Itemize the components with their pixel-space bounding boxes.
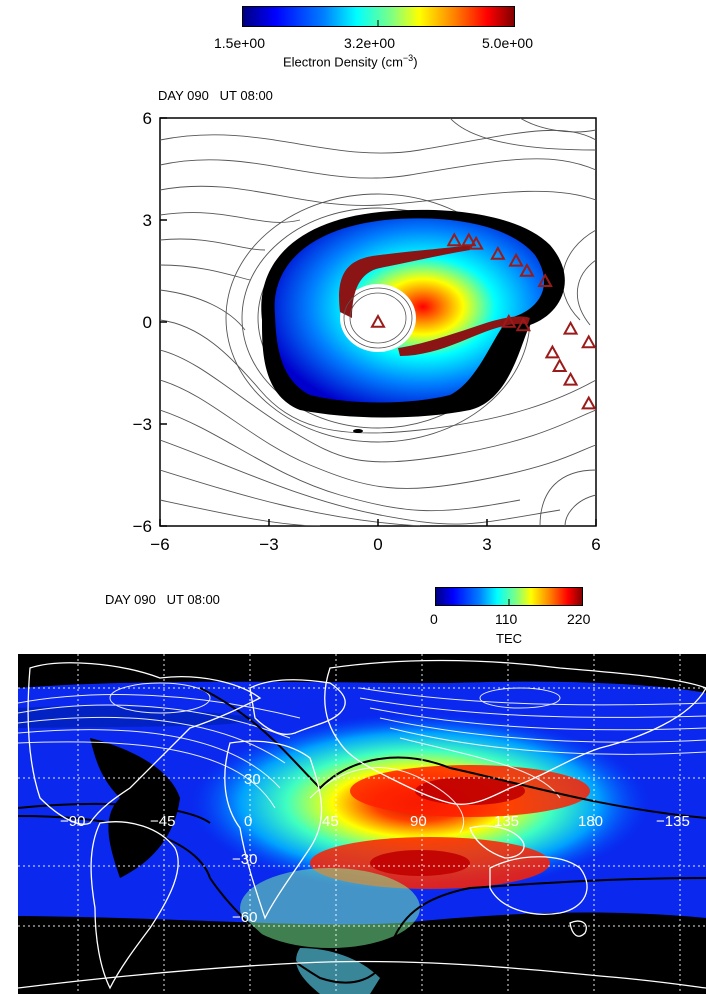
bottom-panel-header: DAY 090 UT 08:00 [105, 592, 220, 607]
lat-label: 30 [244, 771, 261, 788]
bottom-colorbar [435, 587, 583, 607]
lon-label: −135 [656, 813, 690, 830]
lat-label: −60 [232, 909, 257, 926]
y-tick-label: −6 [133, 517, 152, 536]
y-tick-label: −3 [133, 415, 152, 434]
top-colorbar [242, 6, 515, 28]
x-tick-label: 3 [482, 535, 491, 554]
triangle-marker [508, 252, 524, 267]
triangle-marker [490, 245, 506, 260]
top-panel-header: DAY 090 UT 08:00 [158, 88, 273, 103]
top-colorbar-title-exponent: −3 [402, 53, 414, 63]
x-tick-label: −3 [259, 535, 278, 554]
lon-label: 90 [410, 813, 427, 830]
lon-label: 0 [244, 813, 252, 830]
x-tick-label: 6 [591, 535, 600, 554]
top-axes: −6−6 −3 −3 0 0 3 3 6 6 [133, 109, 601, 554]
plasmasphere-plot: −6−6 −3 −3 0 0 3 3 6 6 [133, 109, 601, 554]
triangle-marker [562, 371, 579, 386]
tec-map: −90 −45 0 45 90 135 180 −135 30 −30 −60 [18, 654, 706, 994]
map-labels: −90 −45 0 45 90 135 180 −135 30 −30 −60 [60, 771, 690, 926]
lon-label: 180 [578, 813, 603, 830]
triangle-marker [537, 273, 553, 287]
lon-label: −45 [150, 813, 175, 830]
lon-label: −90 [60, 813, 85, 830]
top-colorbar-tick-min: 1.5e+00 [214, 35, 265, 51]
tec-white-contours [18, 682, 706, 834]
bottom-colorbar-tick-max: 220 [567, 611, 591, 627]
triangle-marker [581, 395, 597, 410]
triangle-marker [468, 235, 484, 250]
bottom-colorbar-tick-mid: 110 [495, 611, 518, 627]
bottom-colorbar-gradient [435, 587, 583, 606]
triangle-marker [501, 313, 517, 328]
triangle-marker [515, 317, 532, 332]
bottom-colorbar-tick-min: 0 [430, 611, 438, 627]
top-colorbar-tick-max: 5.0e+00 [482, 35, 533, 51]
triangle-marker [544, 344, 561, 359]
y-tick-label: 6 [143, 109, 152, 128]
lon-label: 45 [322, 813, 339, 830]
top-colorbar-title-text: Electron Density (cm [283, 54, 403, 70]
top-colorbar-title-close: ) [413, 54, 418, 70]
triangle-marker [461, 232, 477, 247]
x-tick-label: 0 [373, 535, 382, 554]
top-colorbar-gradient [242, 6, 515, 27]
y-tick-label: 0 [143, 313, 152, 332]
top-colorbar-title: Electron Density (cm−3) [283, 53, 418, 69]
triangle-marker [446, 232, 462, 247]
bottom-colorbar-title: TEC [496, 631, 522, 646]
y-tick-label: 3 [143, 211, 152, 230]
triangle-markers [370, 232, 597, 410]
top-colorbar-tick-mid: 3.2e+00 [344, 35, 395, 51]
lat-label: −30 [232, 851, 257, 868]
triangle-marker [551, 358, 568, 372]
plasmasphere-body [261, 209, 565, 433]
triangle-marker [581, 334, 597, 349]
triangle-marker [519, 262, 535, 277]
continent-outlines [18, 659, 706, 990]
lon-label: 135 [494, 813, 519, 830]
graticule [18, 654, 706, 994]
triangle-marker [370, 313, 386, 328]
x-tick-label: −6 [150, 535, 169, 554]
triangle-marker [562, 320, 579, 335]
